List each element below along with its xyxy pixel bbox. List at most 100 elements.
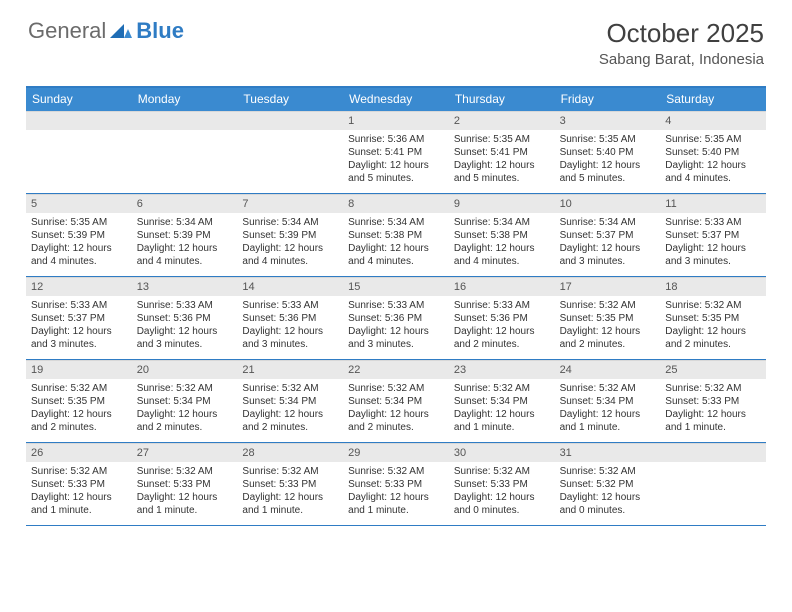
day-cell: 4Sunrise: 5:35 AMSunset: 5:40 PMDaylight…: [660, 111, 766, 193]
day-body: Sunrise: 5:33 AMSunset: 5:36 PMDaylight:…: [237, 296, 343, 355]
daylight-line: Daylight: 12 hours and 1 minute.: [348, 491, 444, 517]
day-cell: [132, 111, 238, 193]
day-number: 11: [660, 194, 766, 213]
sunset-line: Sunset: 5:39 PM: [31, 229, 127, 242]
day-cell: 1Sunrise: 5:36 AMSunset: 5:41 PMDaylight…: [343, 111, 449, 193]
day-number: 17: [555, 277, 661, 296]
sunrise-line: Sunrise: 5:32 AM: [242, 465, 338, 478]
day-cell: 18Sunrise: 5:32 AMSunset: 5:35 PMDayligh…: [660, 277, 766, 359]
sunset-line: Sunset: 5:35 PM: [560, 312, 656, 325]
day-cell: 8Sunrise: 5:34 AMSunset: 5:38 PMDaylight…: [343, 194, 449, 276]
daylight-line: Daylight: 12 hours and 2 minutes.: [348, 408, 444, 434]
day-body: Sunrise: 5:32 AMSunset: 5:35 PMDaylight:…: [26, 379, 132, 438]
daylight-line: Daylight: 12 hours and 1 minute.: [665, 408, 761, 434]
sunrise-line: Sunrise: 5:34 AM: [348, 216, 444, 229]
day-body: Sunrise: 5:32 AMSunset: 5:35 PMDaylight:…: [660, 296, 766, 355]
logo-mark-icon: [110, 18, 132, 44]
day-cell: 14Sunrise: 5:33 AMSunset: 5:36 PMDayligh…: [237, 277, 343, 359]
day-body: Sunrise: 5:34 AMSunset: 5:39 PMDaylight:…: [237, 213, 343, 272]
day-number: 10: [555, 194, 661, 213]
daylight-line: Daylight: 12 hours and 2 minutes.: [560, 325, 656, 351]
day-body: Sunrise: 5:32 AMSunset: 5:33 PMDaylight:…: [237, 462, 343, 521]
daylight-line: Daylight: 12 hours and 3 minutes.: [665, 242, 761, 268]
day-cell: 15Sunrise: 5:33 AMSunset: 5:36 PMDayligh…: [343, 277, 449, 359]
day-body: Sunrise: 5:35 AMSunset: 5:39 PMDaylight:…: [26, 213, 132, 272]
sunset-line: Sunset: 5:37 PM: [31, 312, 127, 325]
day-number: 21: [237, 360, 343, 379]
day-number: 7: [237, 194, 343, 213]
daylight-line: Daylight: 12 hours and 1 minute.: [242, 491, 338, 517]
title-block: October 2025 Sabang Barat, Indonesia: [599, 18, 764, 68]
sunset-line: Sunset: 5:34 PM: [560, 395, 656, 408]
day-body: Sunrise: 5:35 AMSunset: 5:40 PMDaylight:…: [660, 130, 766, 189]
daylight-line: Daylight: 12 hours and 0 minutes.: [560, 491, 656, 517]
sunset-line: Sunset: 5:37 PM: [560, 229, 656, 242]
logo: General Blue: [28, 18, 184, 44]
day-body: Sunrise: 5:32 AMSunset: 5:35 PMDaylight:…: [555, 296, 661, 355]
day-cell: 28Sunrise: 5:32 AMSunset: 5:33 PMDayligh…: [237, 443, 343, 525]
daylight-line: Daylight: 12 hours and 4 minutes.: [242, 242, 338, 268]
sunrise-line: Sunrise: 5:34 AM: [560, 216, 656, 229]
day-cell: 10Sunrise: 5:34 AMSunset: 5:37 PMDayligh…: [555, 194, 661, 276]
daylight-line: Daylight: 12 hours and 4 minutes.: [31, 242, 127, 268]
day-number: 20: [132, 360, 238, 379]
day-number: 28: [237, 443, 343, 462]
sunrise-line: Sunrise: 5:33 AM: [137, 299, 233, 312]
sunrise-line: Sunrise: 5:34 AM: [454, 216, 550, 229]
sunrise-line: Sunrise: 5:32 AM: [454, 382, 550, 395]
sunrise-line: Sunrise: 5:32 AM: [242, 382, 338, 395]
day-number: 8: [343, 194, 449, 213]
day-body: Sunrise: 5:32 AMSunset: 5:33 PMDaylight:…: [343, 462, 449, 521]
daylight-line: Daylight: 12 hours and 1 minute.: [560, 408, 656, 434]
day-cell: 24Sunrise: 5:32 AMSunset: 5:34 PMDayligh…: [555, 360, 661, 442]
sunset-line: Sunset: 5:33 PM: [454, 478, 550, 491]
sunrise-line: Sunrise: 5:35 AM: [665, 133, 761, 146]
sunset-line: Sunset: 5:39 PM: [137, 229, 233, 242]
daylight-line: Daylight: 12 hours and 5 minutes.: [560, 159, 656, 185]
weekday-header-cell: Tuesday: [237, 88, 343, 111]
sunrise-line: Sunrise: 5:32 AM: [560, 382, 656, 395]
day-cell: 11Sunrise: 5:33 AMSunset: 5:37 PMDayligh…: [660, 194, 766, 276]
day-body: Sunrise: 5:34 AMSunset: 5:38 PMDaylight:…: [449, 213, 555, 272]
daylight-line: Daylight: 12 hours and 2 minutes.: [665, 325, 761, 351]
sunrise-line: Sunrise: 5:32 AM: [31, 382, 127, 395]
day-body: Sunrise: 5:32 AMSunset: 5:34 PMDaylight:…: [555, 379, 661, 438]
sunset-line: Sunset: 5:41 PM: [454, 146, 550, 159]
day-number: 16: [449, 277, 555, 296]
day-body: Sunrise: 5:33 AMSunset: 5:36 PMDaylight:…: [343, 296, 449, 355]
sunrise-line: Sunrise: 5:32 AM: [560, 465, 656, 478]
sunset-line: Sunset: 5:40 PM: [560, 146, 656, 159]
day-body: Sunrise: 5:32 AMSunset: 5:32 PMDaylight:…: [555, 462, 661, 521]
daylight-line: Daylight: 12 hours and 0 minutes.: [454, 491, 550, 517]
day-number: [132, 111, 238, 130]
sunrise-line: Sunrise: 5:32 AM: [665, 382, 761, 395]
day-cell: 23Sunrise: 5:32 AMSunset: 5:34 PMDayligh…: [449, 360, 555, 442]
day-cell: 19Sunrise: 5:32 AMSunset: 5:35 PMDayligh…: [26, 360, 132, 442]
sunset-line: Sunset: 5:34 PM: [137, 395, 233, 408]
sunset-line: Sunset: 5:33 PM: [242, 478, 338, 491]
calendar: SundayMondayTuesdayWednesdayThursdayFrid…: [26, 86, 766, 526]
day-cell: 17Sunrise: 5:32 AMSunset: 5:35 PMDayligh…: [555, 277, 661, 359]
sunrise-line: Sunrise: 5:32 AM: [665, 299, 761, 312]
day-number: 12: [26, 277, 132, 296]
sunrise-line: Sunrise: 5:32 AM: [348, 465, 444, 478]
sunset-line: Sunset: 5:34 PM: [348, 395, 444, 408]
week-row: 26Sunrise: 5:32 AMSunset: 5:33 PMDayligh…: [26, 443, 766, 526]
sunset-line: Sunset: 5:39 PM: [242, 229, 338, 242]
sunrise-line: Sunrise: 5:34 AM: [137, 216, 233, 229]
weekday-header-cell: Sunday: [26, 88, 132, 111]
weekday-header-cell: Saturday: [660, 88, 766, 111]
sunrise-line: Sunrise: 5:33 AM: [348, 299, 444, 312]
sunset-line: Sunset: 5:33 PM: [665, 395, 761, 408]
daylight-line: Daylight: 12 hours and 3 minutes.: [348, 325, 444, 351]
day-number: 9: [449, 194, 555, 213]
sunrise-line: Sunrise: 5:36 AM: [348, 133, 444, 146]
day-cell: 13Sunrise: 5:33 AMSunset: 5:36 PMDayligh…: [132, 277, 238, 359]
day-number: 31: [555, 443, 661, 462]
sunrise-line: Sunrise: 5:34 AM: [242, 216, 338, 229]
daylight-line: Daylight: 12 hours and 4 minutes.: [137, 242, 233, 268]
sunrise-line: Sunrise: 5:32 AM: [348, 382, 444, 395]
sunrise-line: Sunrise: 5:33 AM: [242, 299, 338, 312]
day-number: 29: [343, 443, 449, 462]
sunrise-line: Sunrise: 5:33 AM: [665, 216, 761, 229]
